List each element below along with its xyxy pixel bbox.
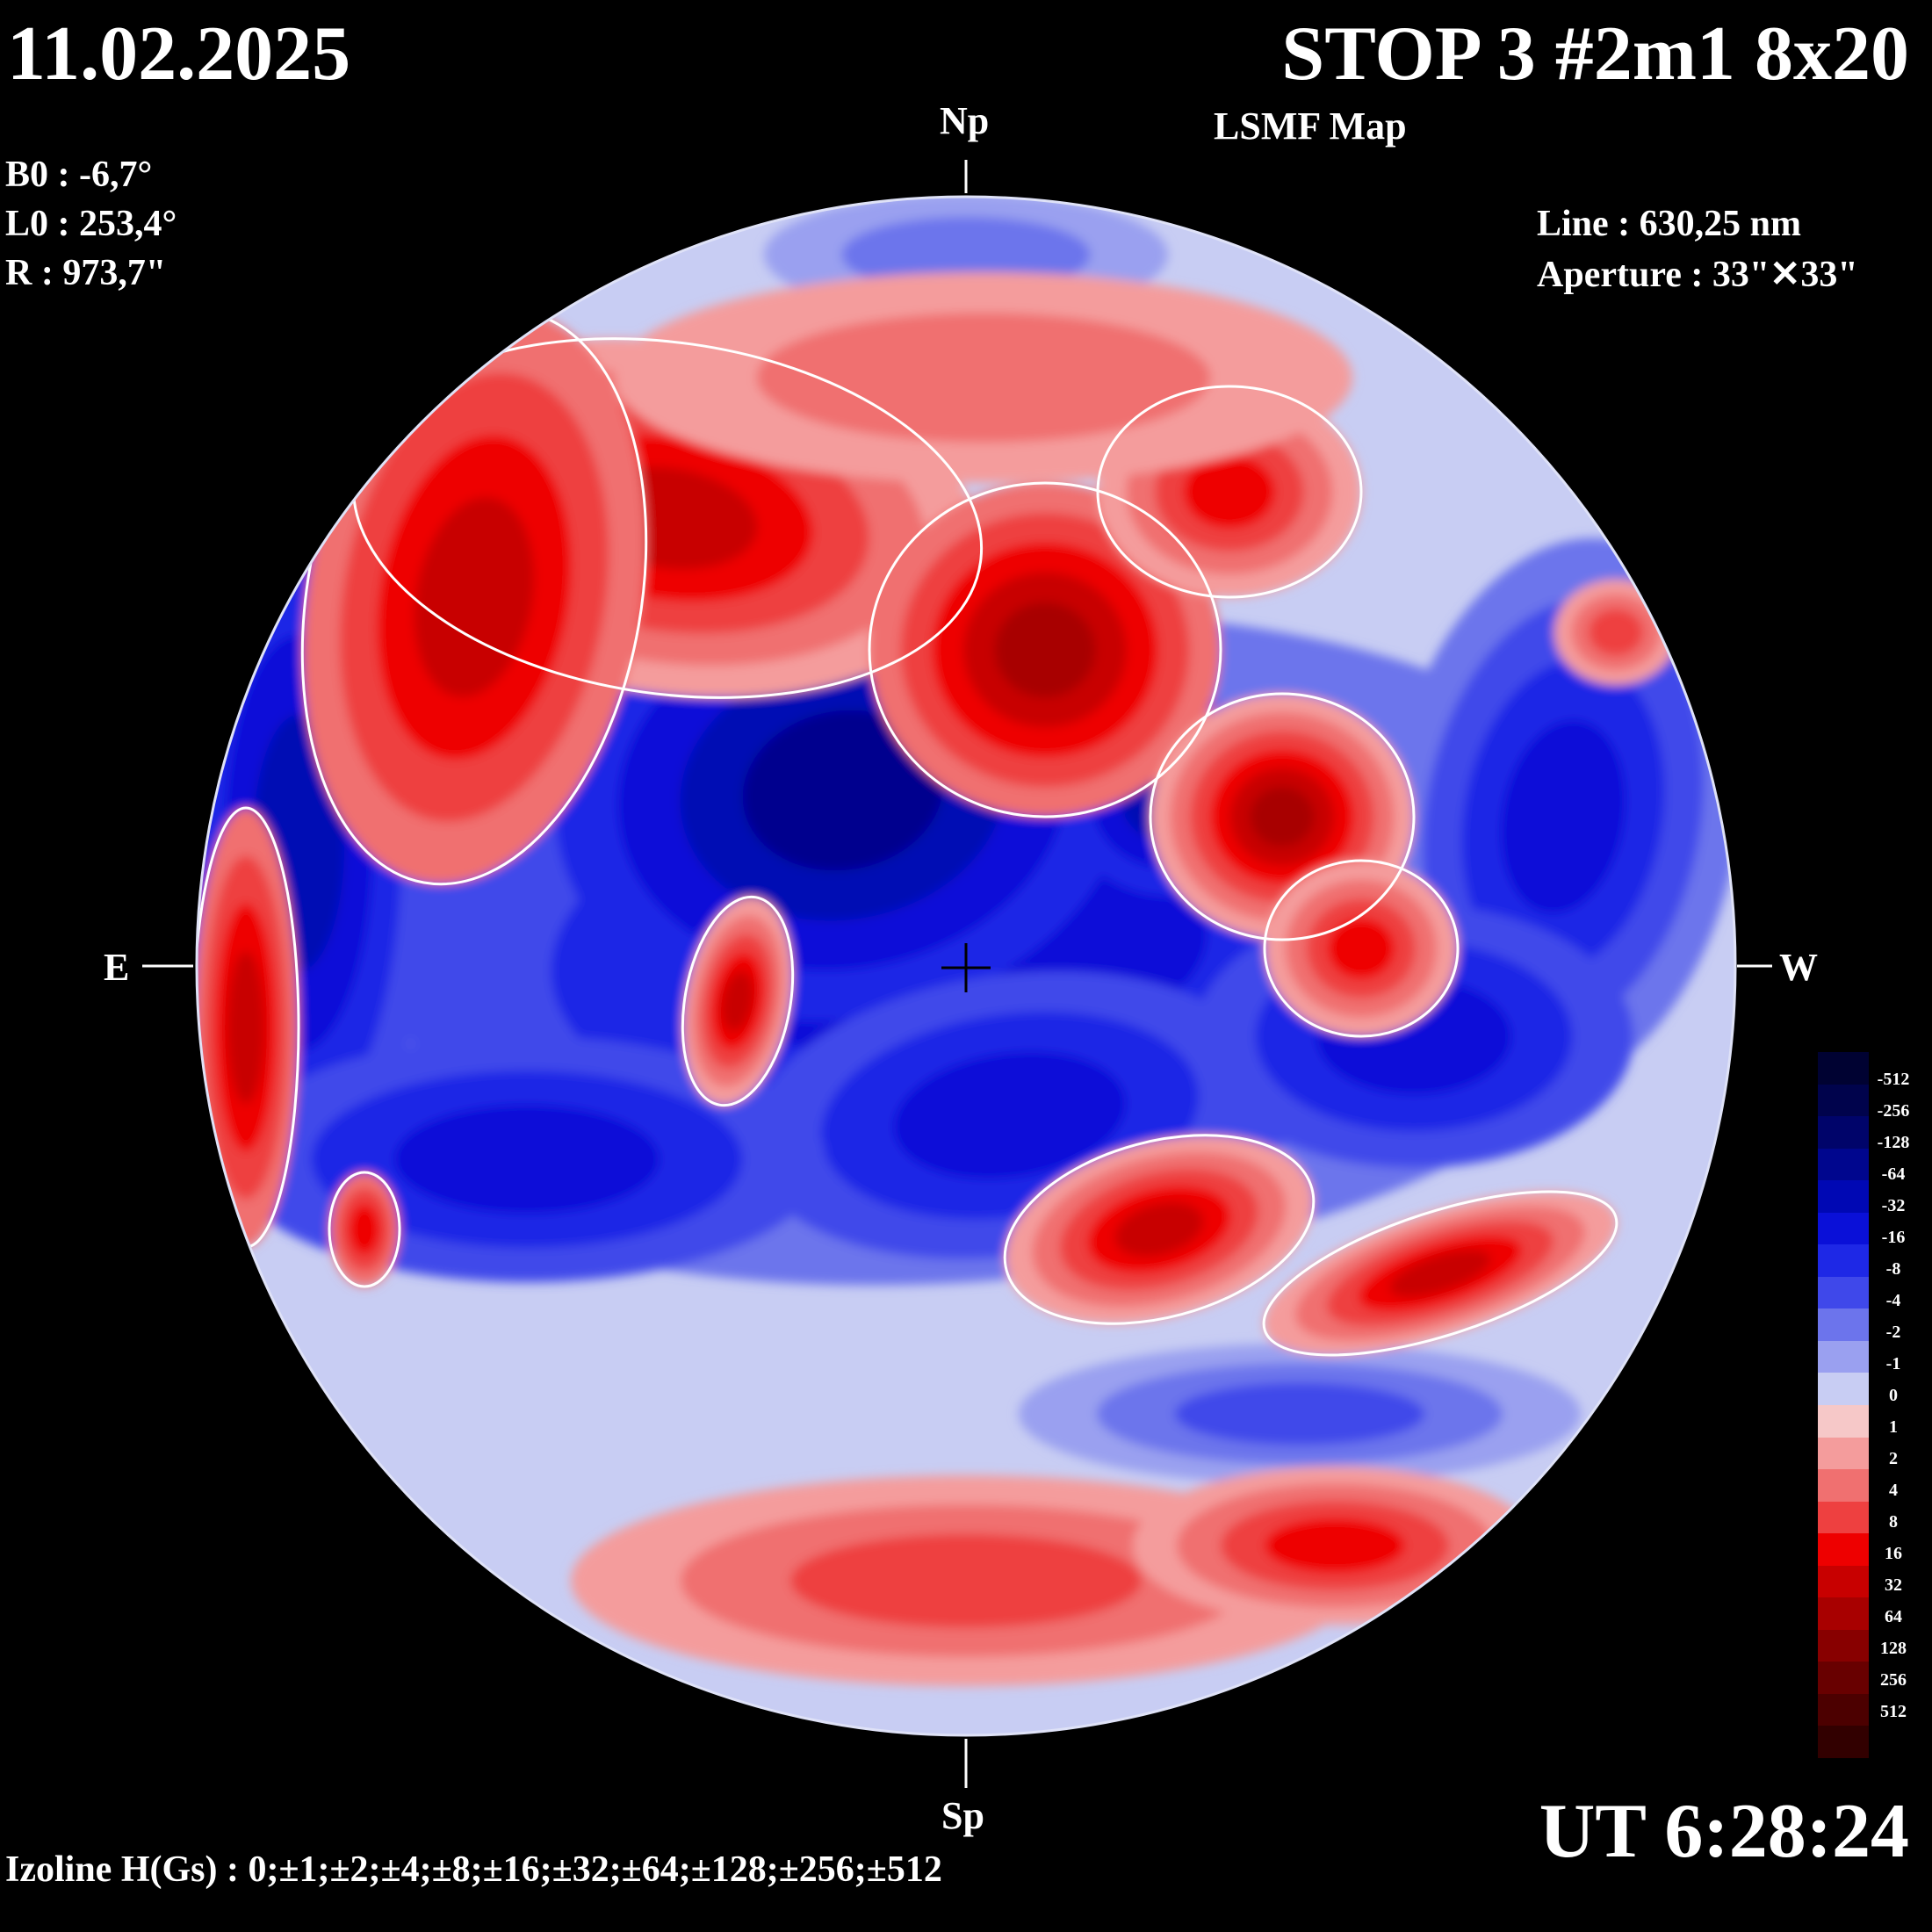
scale-swatch [1818, 1662, 1869, 1695]
solar-limb [195, 195, 1737, 1737]
scale-label: -2 [1885, 1323, 1901, 1342]
field-region [1174, 1382, 1425, 1445]
scale-label: 64 [1885, 1607, 1902, 1626]
field-region [1327, 918, 1395, 979]
radius-param: R : 973,7" [5, 253, 167, 293]
field-region [1500, 719, 1626, 914]
field-region [722, 971, 753, 1031]
b0-param: B0 : -6,7° [5, 155, 153, 195]
west-label: W [1779, 946, 1818, 989]
scale-label: 512 [1880, 1702, 1907, 1721]
scale-label: -1 [1885, 1354, 1901, 1373]
field-region [349, 1204, 380, 1255]
scale-swatch [1818, 1084, 1869, 1117]
color-scale-bar: -512 -256 -128 -64 -32 -16 -8 -4 -2 -1 0 1 2 4 8 16 32 64… [1818, 1052, 1916, 1759]
field-region [227, 951, 264, 1104]
scale-label: 32 [1885, 1575, 1902, 1595]
field-region [1588, 609, 1644, 656]
zero-isoline [1003, 1134, 1316, 1325]
scale-label: -4 [1885, 1291, 1901, 1310]
scale-label: -32 [1881, 1196, 1906, 1215]
l0-param: L0 : 253,4° [5, 204, 177, 244]
zero-isoline [1149, 692, 1416, 941]
scale-swatch [1818, 1533, 1869, 1567]
scale-swatch [1818, 1501, 1869, 1534]
field-region [1389, 1250, 1491, 1297]
scale-label: 8 [1889, 1512, 1898, 1532]
scale-label: -256 [1877, 1101, 1910, 1121]
scale-swatch [1818, 1629, 1869, 1662]
south-pole-label: Sp [941, 1794, 984, 1837]
scale-label: -128 [1877, 1133, 1910, 1152]
scale-swatch [1818, 1726, 1869, 1759]
field-region [1265, 1517, 1405, 1574]
scale-swatch [1818, 1180, 1869, 1214]
scale-swatch [1818, 1405, 1869, 1438]
scale-swatch [1818, 1276, 1869, 1309]
scale-swatch [1818, 1212, 1869, 1245]
zero-isoline [681, 895, 795, 1107]
scale-label: 128 [1880, 1639, 1907, 1658]
observation-date: 11.02.2025 [7, 11, 351, 97]
scale-label: -64 [1881, 1164, 1906, 1184]
scale-label: 1 [1889, 1417, 1898, 1437]
scale-swatch [1818, 1437, 1869, 1470]
map-subtitle: LSMF Map [1214, 105, 1407, 148]
scale-swatch [1818, 1340, 1869, 1373]
zero-isoline [1262, 1190, 1618, 1357]
scale-swatch [1818, 1373, 1869, 1406]
field-region [994, 602, 1096, 698]
field-region [756, 313, 1211, 443]
east-label: E [104, 946, 130, 989]
scale-swatch [1818, 1597, 1869, 1631]
scale-swatch [1818, 1308, 1869, 1342]
field-region [742, 710, 944, 871]
scale-label: 0 [1889, 1386, 1898, 1405]
zero-isoline [1263, 859, 1460, 1038]
scale-label: 4 [1889, 1481, 1898, 1500]
zero-isoline [328, 1171, 401, 1288]
spectral-line-param: Line : 630,25 nm [1537, 204, 1802, 244]
scale-swatch [1818, 1116, 1869, 1150]
field-region [1250, 787, 1315, 847]
scale-label: 16 [1885, 1544, 1902, 1563]
aperture-param: Aperture : 33"✕33" [1537, 255, 1858, 295]
field-region [1183, 455, 1276, 529]
scale-label: -16 [1881, 1228, 1906, 1247]
ut-time: UT 6:28:24 [1539, 1789, 1909, 1874]
scale-swatch [1818, 1565, 1869, 1598]
scale-label: -8 [1885, 1259, 1901, 1279]
scale-swatch [1818, 1148, 1869, 1181]
map-title: STOP 3 #2m1 8x20 [1281, 11, 1909, 97]
izoline-legend: Izoline H(Gs) : 0;±1;±2;±4;±8;±16;±32;±6… [5, 1849, 942, 1890]
scale-swatch [1818, 1693, 1869, 1727]
north-pole-label: Np [940, 99, 990, 142]
field-region [414, 497, 535, 697]
zero-isoline [1096, 385, 1363, 599]
scale-label: 256 [1880, 1670, 1907, 1690]
field-region [393, 1104, 660, 1215]
zero-isoline [868, 481, 1222, 818]
scale-swatch [1818, 1469, 1869, 1503]
scale-label: -512 [1877, 1070, 1910, 1089]
field-region [1114, 1202, 1204, 1257]
scale-swatch [1818, 1052, 1869, 1085]
scale-swatch [1818, 1244, 1869, 1278]
field-region [790, 1533, 1142, 1628]
scale-label: 2 [1889, 1449, 1898, 1468]
field-region [893, 1051, 1127, 1179]
